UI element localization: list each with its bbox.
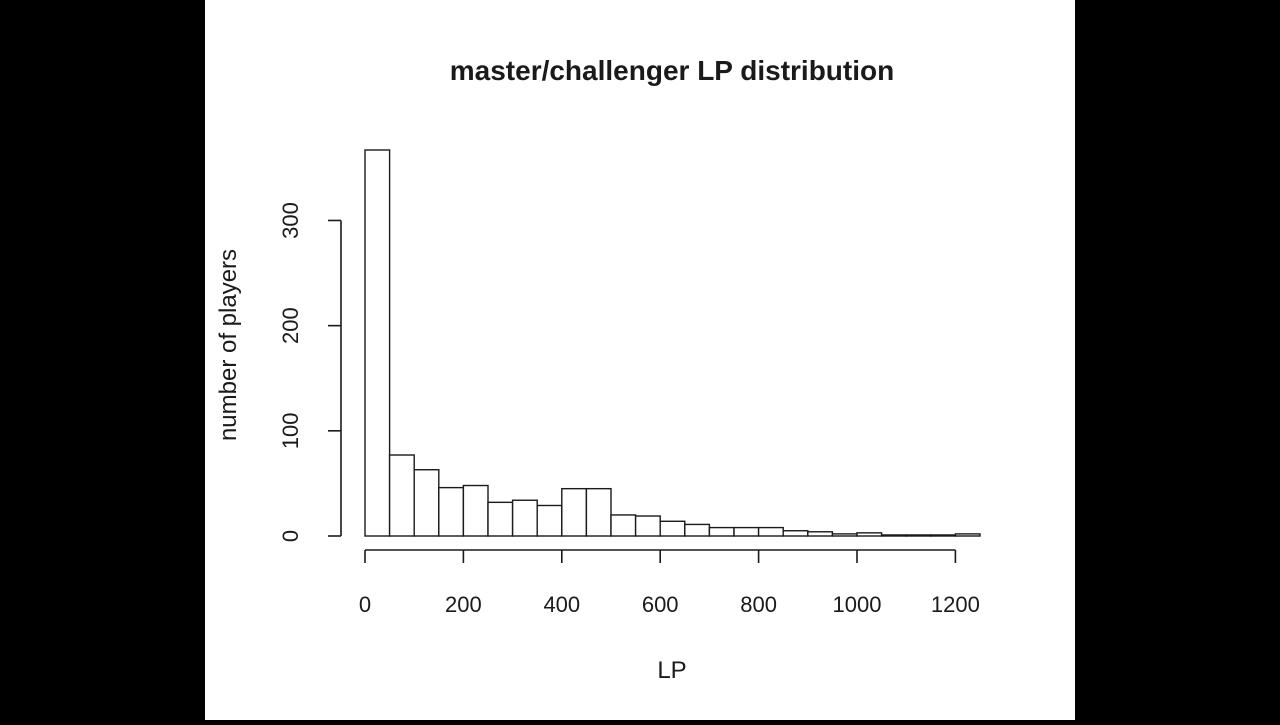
histogram-bar-15 (733, 526, 760, 537)
histogram-bar-0 (364, 149, 391, 537)
histogram-bar-3 (438, 486, 465, 537)
x-tick-label-4: 800 (740, 592, 777, 617)
histogram-bar-12 (659, 520, 686, 537)
histogram-bar-14 (708, 526, 735, 537)
histogram-bar-6 (511, 499, 538, 537)
histogram-bar-7 (536, 504, 563, 537)
x-axis-label: LP (657, 657, 686, 684)
x-tick-label-6: 1200 (931, 592, 980, 617)
histogram-bar-24 (954, 533, 981, 537)
histogram-bar-8 (561, 487, 588, 537)
y-axis-label: number of players (215, 249, 242, 441)
histogram-bar-20 (856, 532, 883, 537)
x-tick-label-3: 600 (642, 592, 679, 617)
y-tick-label-3: 300 (278, 202, 303, 239)
histogram-bar-17 (782, 530, 809, 537)
histogram-bar-4 (462, 484, 489, 537)
plot-panel (205, 0, 1075, 720)
histogram-bar-18 (807, 531, 834, 537)
histogram-bar-21 (880, 534, 907, 537)
histogram-bar-13 (684, 523, 711, 537)
y-axis: 0 100 200 300 (278, 202, 342, 542)
y-tick-label-0: 0 (278, 530, 303, 542)
x-tick-label-1: 200 (445, 592, 482, 617)
histogram-bar-10 (610, 514, 637, 537)
chart-title: master/challenger LP distribution (450, 55, 894, 86)
x-tick-label-5: 1000 (833, 592, 882, 617)
y-tick-label-2: 200 (278, 307, 303, 344)
histogram-bar-2 (413, 469, 440, 537)
x-tick-label-2: 400 (543, 592, 580, 617)
histogram-bar-23 (930, 534, 957, 537)
histogram-bar-1 (388, 454, 415, 537)
histogram-bar-5 (487, 501, 514, 537)
y-tick-label-1: 100 (278, 412, 303, 449)
x-axis: 0 200 400 600 800 1000 1200 (359, 549, 980, 617)
histogram-bar-22 (905, 534, 932, 537)
histogram-bar-19 (831, 533, 858, 537)
histogram-bar-11 (634, 515, 661, 537)
histogram-bars (364, 149, 981, 537)
x-tick-label-0: 0 (359, 592, 371, 617)
histogram-bar-16 (757, 526, 784, 537)
histogram-bar-9 (585, 487, 612, 537)
